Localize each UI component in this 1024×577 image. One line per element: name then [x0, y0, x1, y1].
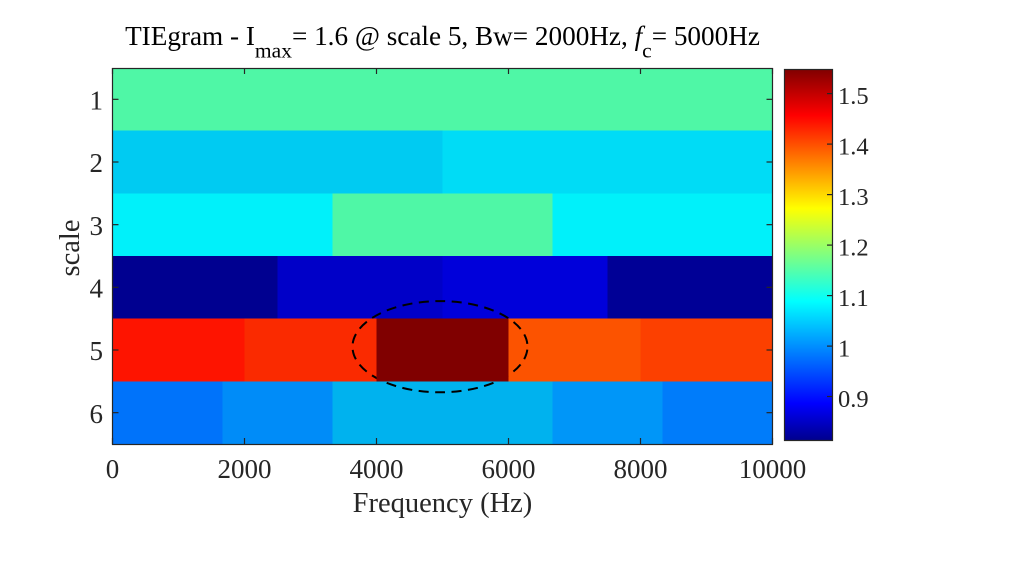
- svg-text:4000: 4000: [350, 454, 404, 484]
- svg-text:1: 1: [90, 86, 104, 116]
- svg-text:Frequency (Hz): Frequency (Hz): [353, 488, 533, 519]
- svg-text:scale: scale: [55, 220, 86, 277]
- svg-text:6: 6: [90, 399, 104, 429]
- svg-text:1.4: 1.4: [838, 134, 869, 161]
- svg-text:8000: 8000: [614, 454, 668, 484]
- svg-text:2: 2: [90, 148, 104, 178]
- svg-text:0.9: 0.9: [838, 386, 869, 413]
- svg-text:0: 0: [106, 454, 120, 484]
- svg-text:1: 1: [838, 336, 850, 363]
- svg-text:1.5: 1.5: [838, 83, 869, 110]
- svg-text:3: 3: [90, 211, 104, 241]
- svg-text:10000: 10000: [739, 454, 807, 484]
- svg-text:1.3: 1.3: [838, 184, 869, 211]
- svg-text:2000: 2000: [218, 454, 272, 484]
- svg-text:5: 5: [90, 336, 104, 366]
- svg-text:1.1: 1.1: [838, 285, 869, 312]
- svg-text:6000: 6000: [482, 454, 536, 484]
- svg-text:1.2: 1.2: [838, 235, 869, 262]
- svg-text:4: 4: [90, 274, 104, 304]
